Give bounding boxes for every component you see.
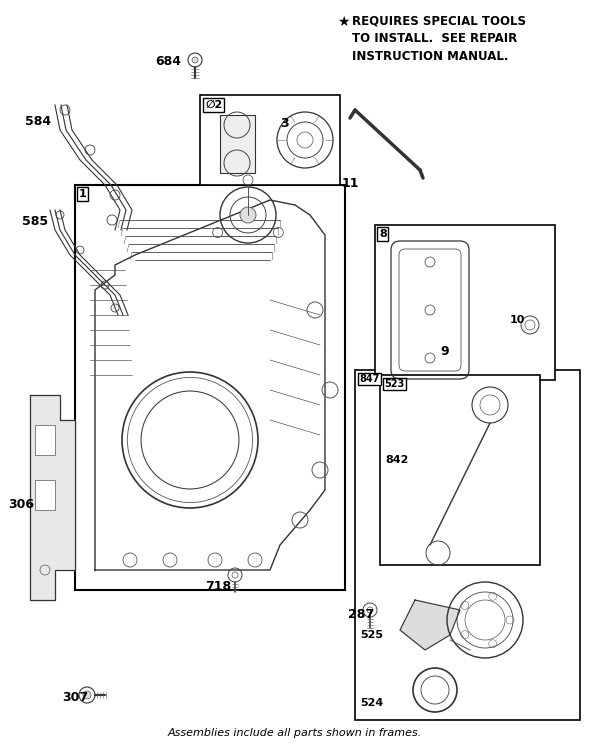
- Text: 11: 11: [342, 177, 359, 190]
- Text: 287: 287: [348, 608, 374, 621]
- Bar: [375, 225, 555, 380]
- Text: 8: 8: [379, 229, 387, 239]
- Text: 584: 584: [25, 115, 51, 128]
- Bar: [220, 115, 255, 173]
- Circle shape: [83, 691, 91, 699]
- Text: 1: 1: [79, 189, 87, 199]
- Text: 684: 684: [155, 55, 181, 68]
- Bar: [35, 425, 55, 455]
- Text: 718: 718: [205, 580, 231, 593]
- Bar: [380, 375, 540, 565]
- Text: 585: 585: [22, 215, 48, 228]
- Text: 9: 9: [440, 345, 448, 358]
- Text: 847: 847: [359, 374, 379, 384]
- Text: 306: 306: [8, 498, 34, 511]
- Text: 3: 3: [280, 117, 289, 130]
- Bar: [35, 480, 55, 510]
- Text: 525: 525: [360, 630, 383, 640]
- Text: 524: 524: [360, 698, 384, 708]
- Bar: [200, 95, 340, 185]
- Text: 307: 307: [62, 691, 88, 704]
- Text: REQUIRES SPECIAL TOOLS
TO INSTALL.  SEE REPAIR
INSTRUCTION MANUAL.: REQUIRES SPECIAL TOOLS TO INSTALL. SEE R…: [352, 15, 526, 63]
- Bar: [75, 185, 345, 590]
- Circle shape: [192, 57, 198, 63]
- Bar: [355, 370, 580, 720]
- Text: 523: 523: [384, 379, 404, 389]
- Polygon shape: [30, 395, 75, 600]
- Text: ★: ★: [337, 15, 349, 29]
- Text: 842: 842: [385, 455, 408, 465]
- Text: 10: 10: [510, 315, 525, 325]
- Circle shape: [240, 207, 256, 223]
- Polygon shape: [400, 600, 460, 650]
- Text: ∅2: ∅2: [205, 100, 222, 110]
- Text: Assemblies include all parts shown in frames.: Assemblies include all parts shown in fr…: [168, 728, 422, 738]
